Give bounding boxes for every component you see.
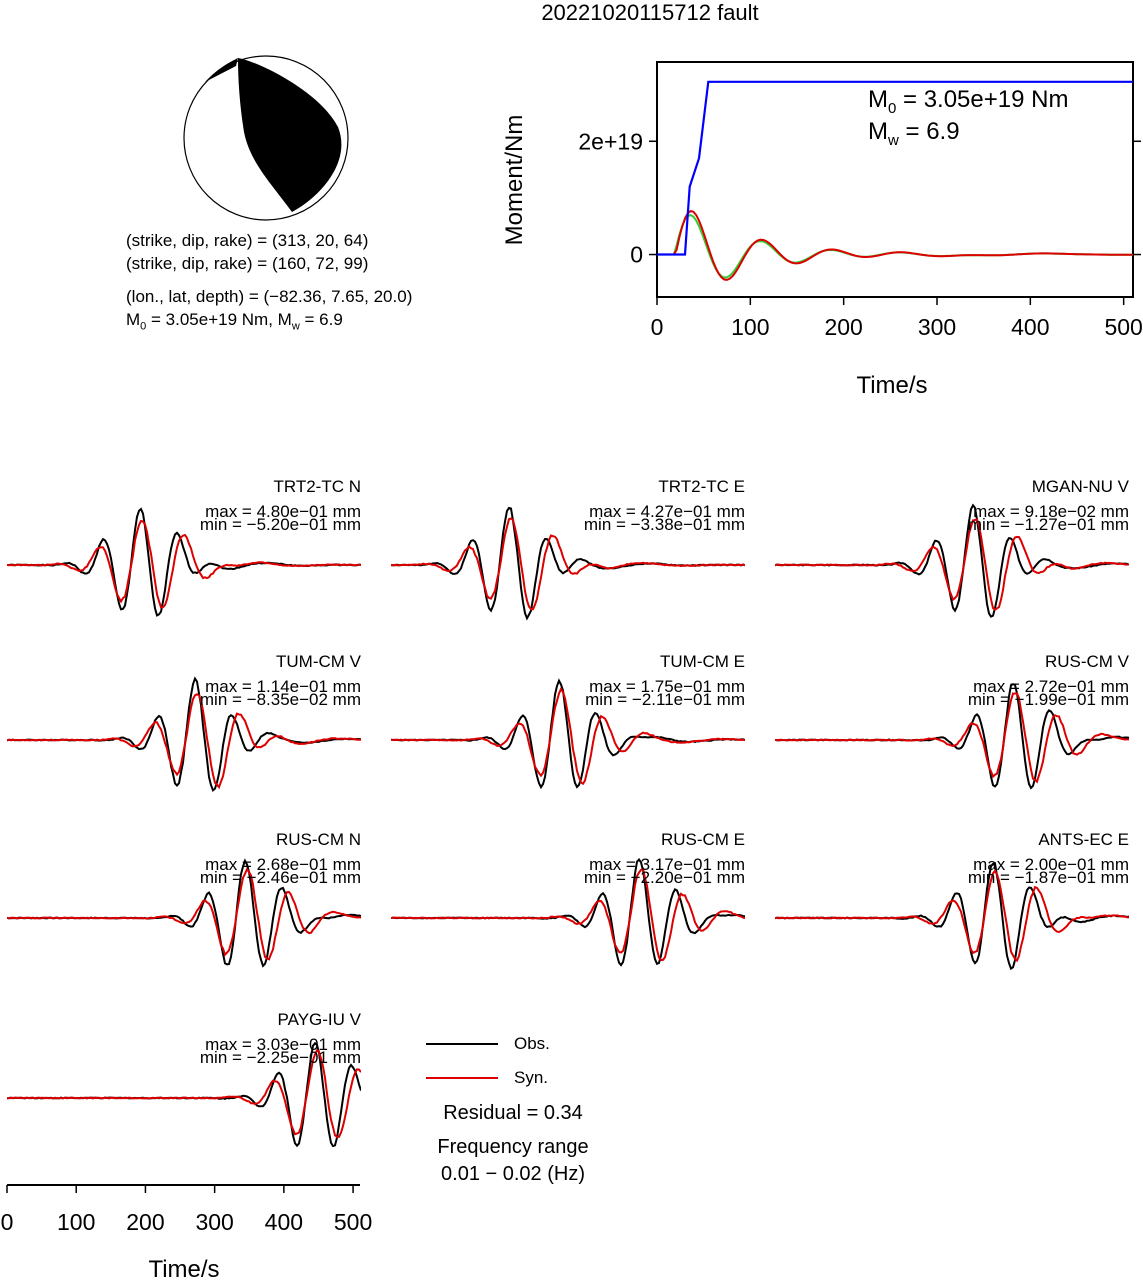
moment-plot-frame	[656, 61, 1134, 298]
waveform-svg	[7, 676, 361, 792]
station-max: max = 2.68e−01 mm	[205, 855, 361, 874]
station-max: max = 4.80e−01 mm	[205, 502, 361, 521]
station-min: min = −5.20e−01 mm	[199, 515, 361, 534]
moment-xtick-label: 400	[1011, 314, 1049, 340]
station-name: MGAN-NU V	[1031, 477, 1129, 496]
synthetic-trace	[391, 517, 745, 611]
station-max: max = 2.72e−01 mm	[973, 677, 1129, 696]
waveform-svg	[775, 503, 1129, 618]
synthetic-trace	[775, 869, 1129, 963]
waveform-panel: ANTS-EC E max = 2.00e−01 mm min = −1.87e−0…	[775, 823, 1129, 1013]
focal-plane-2: (strike, dip, rake) = (160, 72, 99)	[126, 254, 369, 273]
synthetic-trace	[7, 519, 361, 609]
bottom-xtick-label: 400	[265, 1209, 303, 1235]
moment-curve	[657, 80, 1133, 256]
waveform-svg	[7, 858, 361, 968]
waveform-svg	[775, 862, 1129, 971]
waveform-svg	[7, 507, 361, 617]
waveform-panel: TUM-CM V max = 1.14e−01 mm min = −8.35e−02…	[7, 645, 361, 835]
waveform-panel: RUS-CM N max = 2.68e−01 mm min = −2.46e−01…	[7, 823, 361, 1013]
waveform-panel: TUM-CM E max = 1.75e−01 mm min = −2.11e−01…	[391, 645, 745, 835]
bottom-time-axis: 0 100 200 300 400 500 Time/s	[1, 1184, 372, 1281]
legend-lines	[426, 1043, 498, 1079]
waveform-svg	[391, 858, 745, 967]
moment-mw-annotation: Mw = 6.9	[868, 118, 960, 149]
synthetic-trace	[775, 518, 1129, 611]
moment-m0-annotation: M0 = 3.05e+19 Nm	[868, 86, 1069, 117]
waveform-svg	[391, 506, 745, 621]
frequency-range-value: 0.01 − 0.02 (Hz)	[441, 1163, 585, 1185]
station-min: min = −1.99e−01 mm	[967, 690, 1129, 709]
synthetic-trace	[775, 692, 1129, 784]
moment-plot: 0 100 200 300 400 500 0 2e+19 Moment/Nm Time/s	[501, 61, 1143, 399]
waveform-panel: TRT2-TC E max = 4.27e−01 mm min = −3.38e−0…	[391, 470, 745, 660]
beachball-compressional-quadrant	[238, 58, 342, 212]
legend-syn-label: Syn.	[514, 1068, 549, 1087]
bottom-xtick-label: 100	[57, 1209, 95, 1235]
station-name: PAYG-IU V	[277, 1010, 361, 1029]
figure-title: 20221020115712 fault	[541, 0, 759, 25]
stf-green-curve	[657, 214, 1134, 279]
station-max: max = 4.27e−01 mm	[589, 502, 745, 521]
station-min: min = −8.35e−02 mm	[199, 690, 361, 709]
station-name: TRT2-TC N	[273, 477, 361, 496]
station-max: max = 3.03e−01 mm	[205, 1035, 361, 1054]
station-max: max = 9.18e−02 mm	[973, 502, 1129, 521]
magnitude-info: M0 = 3.05e+19 Nm, Mw = 6.9	[126, 310, 343, 333]
moment-ytick-label: 0	[630, 242, 643, 268]
beachball	[183, 55, 349, 221]
synthetic-trace	[7, 1048, 361, 1138]
station-min: min = −1.87e−01 mm	[967, 868, 1129, 887]
waveform-panel: RUS-CM V max = 2.72e−01 mm min = −1.99e−01…	[775, 645, 1129, 835]
station-min: min = −2.20e−01 mm	[583, 868, 745, 887]
waveform-panel: TRT2-TC N max = 4.80e−01 mm min = −5.20e−0…	[7, 470, 361, 660]
bottom-xtick-label: 200	[126, 1209, 164, 1235]
waveform-svg	[775, 683, 1129, 790]
moment-xtick-label: 500	[1104, 314, 1142, 340]
synthetic-trace	[7, 693, 361, 790]
bottom-axis-xlabel: Time/s	[148, 1256, 219, 1281]
waveform-svg	[7, 1041, 361, 1148]
station-max: max = 3.17e−01 mm	[589, 855, 745, 874]
station-name: ANTS-EC E	[1038, 830, 1129, 849]
station-name: TUM-CM V	[276, 652, 361, 671]
station-name: RUS-CM N	[276, 830, 361, 849]
station-name: RUS-CM V	[1044, 652, 1129, 671]
stf-red-curve	[657, 210, 1134, 281]
waveform-panel: MGAN-NU V max = 9.18e−02 mm min = −1.27e−0…	[775, 470, 1129, 660]
waveform-svg	[391, 678, 745, 790]
station-min: min = −2.46e−01 mm	[199, 868, 361, 887]
residual-text: Residual = 0.34	[443, 1102, 583, 1124]
station-name: RUS-CM E	[660, 830, 745, 849]
moment-ylabel: Moment/Nm	[501, 115, 528, 246]
station-min: min = −2.11e−01 mm	[585, 690, 745, 709]
station-min: min = −2.25e−01 mm	[199, 1048, 361, 1067]
synthetic-trace	[391, 867, 745, 962]
moment-xlabel: Time/s	[856, 372, 927, 399]
station-max: max = 2.00e−01 mm	[973, 855, 1129, 874]
synthetic-trace	[391, 687, 745, 786]
bottom-xtick-label: 0	[1, 1209, 14, 1235]
focal-plane-1: (strike, dip, rake) = (313, 20, 64)	[126, 231, 369, 250]
synthetic-trace	[7, 867, 361, 961]
station-name: TUM-CM E	[660, 652, 745, 671]
moment-xtick-label: 100	[731, 314, 769, 340]
moment-xtick-label: 200	[824, 314, 862, 340]
moment-ytick-label: 2e+19	[578, 128, 643, 154]
frequency-range-title: Frequency range	[437, 1136, 589, 1158]
hypocenter-info: (lon., lat, depth) = (−82.36, 7.65, 20.0…	[126, 287, 413, 306]
station-min: min = −3.38e−01 mm	[583, 515, 745, 534]
station-max: max = 1.14e−01 mm	[205, 677, 361, 696]
waveform-panel: RUS-CM E max = 3.17e−01 mm min = −2.20e−01…	[391, 823, 745, 1013]
moment-xtick-label: 300	[918, 314, 956, 340]
bottom-xtick-label: 300	[195, 1209, 233, 1235]
station-min: min = −1.27e−01 mm	[967, 515, 1129, 534]
station-max: max = 1.75e−01 mm	[589, 677, 745, 696]
legend-obs-label: Obs.	[514, 1034, 550, 1053]
station-name: TRT2-TC E	[658, 477, 745, 496]
moment-xtick-label: 0	[651, 314, 664, 340]
bottom-xtick-label: 500	[334, 1209, 372, 1235]
beachball-small-quadrant	[205, 58, 238, 82]
waveform-panel: PAYG-IU V max = 3.03e−01 mm min = −2.25e−0…	[7, 1003, 361, 1193]
